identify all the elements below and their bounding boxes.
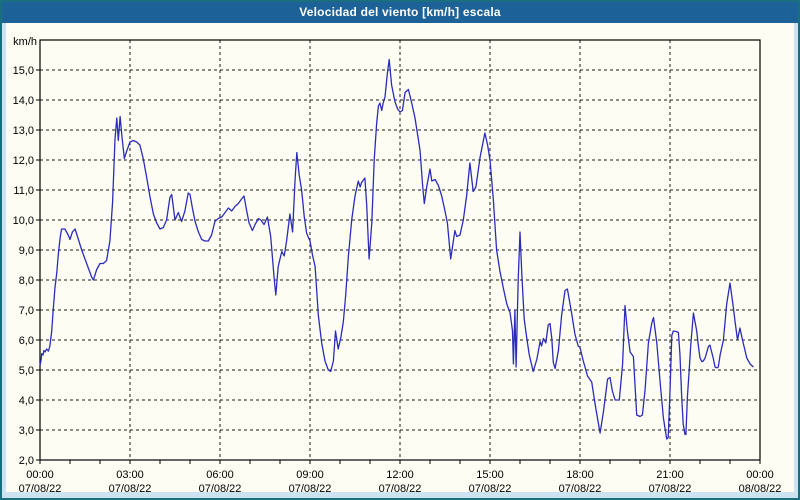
svg-text:07/08/22: 07/08/22 xyxy=(109,483,152,492)
svg-text:07/08/22: 07/08/22 xyxy=(19,483,62,492)
series-line xyxy=(39,58,754,440)
svg-text:12:00: 12:00 xyxy=(386,469,414,481)
svg-text:09:00: 09:00 xyxy=(296,469,324,481)
svg-text:6,0: 6,0 xyxy=(19,335,34,347)
svg-text:14,0: 14,0 xyxy=(13,95,34,107)
svg-text:07/08/22: 07/08/22 xyxy=(649,483,692,492)
svg-text:07/08/22: 07/08/22 xyxy=(379,483,422,492)
title-bar: Velocidad del viento [km/h] escala xyxy=(2,2,798,23)
svg-text:00:00: 00:00 xyxy=(26,469,54,481)
svg-text:9,0: 9,0 xyxy=(19,245,34,257)
svg-text:07/08/22: 07/08/22 xyxy=(559,483,602,492)
svg-text:06:00: 06:00 xyxy=(206,469,234,481)
svg-text:21:00: 21:00 xyxy=(656,469,684,481)
chart-title: Velocidad del viento [km/h] escala xyxy=(299,5,501,19)
svg-text:3,0: 3,0 xyxy=(19,425,34,437)
svg-text:10,0: 10,0 xyxy=(13,215,34,227)
y-axis-labels: km/h 15,0 14,0 13,0 12,0 11,0 10,0 9,0 8,0 7,0 6,0… xyxy=(13,36,37,467)
grid-lines xyxy=(40,40,760,460)
svg-text:8,0: 8,0 xyxy=(19,275,34,287)
chart-panel: km/h 15,0 14,0 13,0 12,0 11,0 10,0 9,0 8,0 7,0 6,0… xyxy=(6,23,794,495)
svg-text:07/08/22: 07/08/22 xyxy=(199,483,242,492)
svg-text:07/08/22: 07/08/22 xyxy=(289,483,332,492)
svg-text:00:00: 00:00 xyxy=(746,469,774,481)
y-axis-unit-label: km/h xyxy=(13,36,37,48)
svg-text:15,0: 15,0 xyxy=(13,65,34,77)
x-axis-labels: 00:00 07/08/22 03:00 07/08/22 06:00 07/08/22 0… xyxy=(19,469,782,495)
svg-text:11,0: 11,0 xyxy=(13,185,34,197)
wind-speed-chart: km/h 15,0 14,0 13,0 12,0 11,0 10,0 9,0 8,0 7,0 6,0… xyxy=(13,36,782,495)
svg-text:7,0: 7,0 xyxy=(19,305,34,317)
svg-text:08/08/22: 08/08/22 xyxy=(739,483,782,492)
svg-text:03:00: 03:00 xyxy=(116,469,144,481)
svg-text:4,0: 4,0 xyxy=(19,395,34,407)
svg-text:18:00: 18:00 xyxy=(566,469,594,481)
svg-text:13,0: 13,0 xyxy=(13,125,34,137)
axis-ticks xyxy=(36,69,761,464)
svg-text:5,0: 5,0 xyxy=(19,365,34,377)
svg-text:12,0: 12,0 xyxy=(13,155,34,167)
svg-text:2,0: 2,0 xyxy=(19,455,34,467)
svg-text:07/08/22: 07/08/22 xyxy=(469,483,512,492)
svg-text:15:00: 15:00 xyxy=(476,469,504,481)
